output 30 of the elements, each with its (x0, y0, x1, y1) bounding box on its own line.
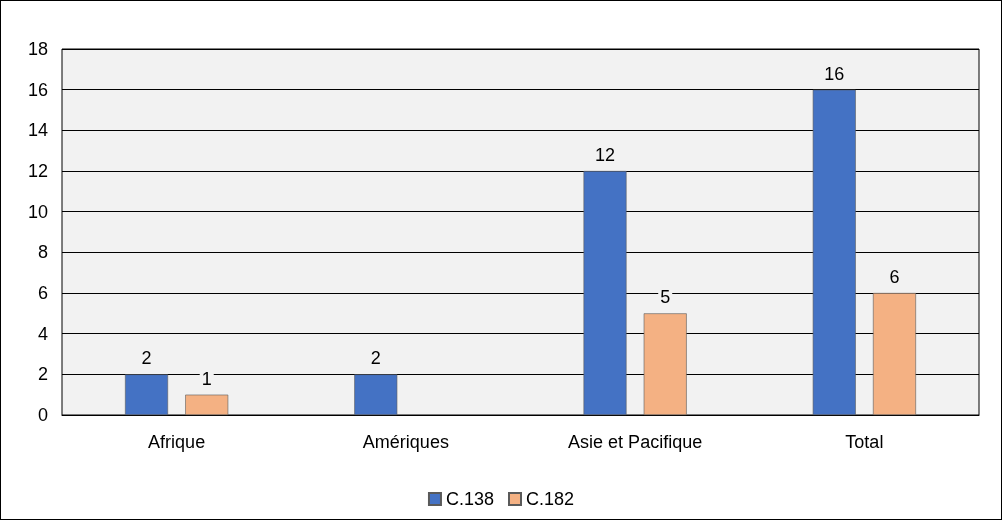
legend-label: C.182 (526, 489, 575, 509)
bar (125, 374, 169, 415)
bar (812, 89, 856, 415)
data-label: 2 (141, 348, 152, 369)
data-label: 12 (595, 145, 616, 165)
bar (354, 374, 398, 415)
y-tick-label: 14 (27, 120, 48, 141)
y-tick-label: 6 (37, 283, 48, 303)
data-label: 5 (660, 287, 671, 308)
y-tick-label: 2 (37, 364, 48, 385)
legend-label: C.138 (445, 489, 495, 509)
bar (185, 394, 229, 415)
bar (643, 313, 687, 415)
x-tick-label: Amériques (362, 432, 449, 452)
y-tick-label: 0 (37, 405, 48, 425)
y-tick-label: 8 (37, 242, 48, 263)
bar (872, 293, 916, 415)
x-tick-label: Asie et Pacifique (568, 432, 703, 452)
y-tick-label: 18 (27, 39, 48, 59)
data-label: 1 (201, 368, 212, 389)
bar (583, 171, 627, 415)
x-tick-label: Total (845, 432, 884, 452)
data-label: 6 (889, 267, 900, 287)
y-tick-label: 16 (27, 79, 48, 100)
y-tick-label: 4 (37, 323, 48, 344)
y-tick-label: 12 (27, 161, 48, 181)
data-label: 16 (824, 63, 845, 84)
data-label: 2 (370, 348, 381, 369)
x-tick-label: Afrique (148, 432, 206, 452)
y-tick-label: 10 (27, 201, 48, 222)
